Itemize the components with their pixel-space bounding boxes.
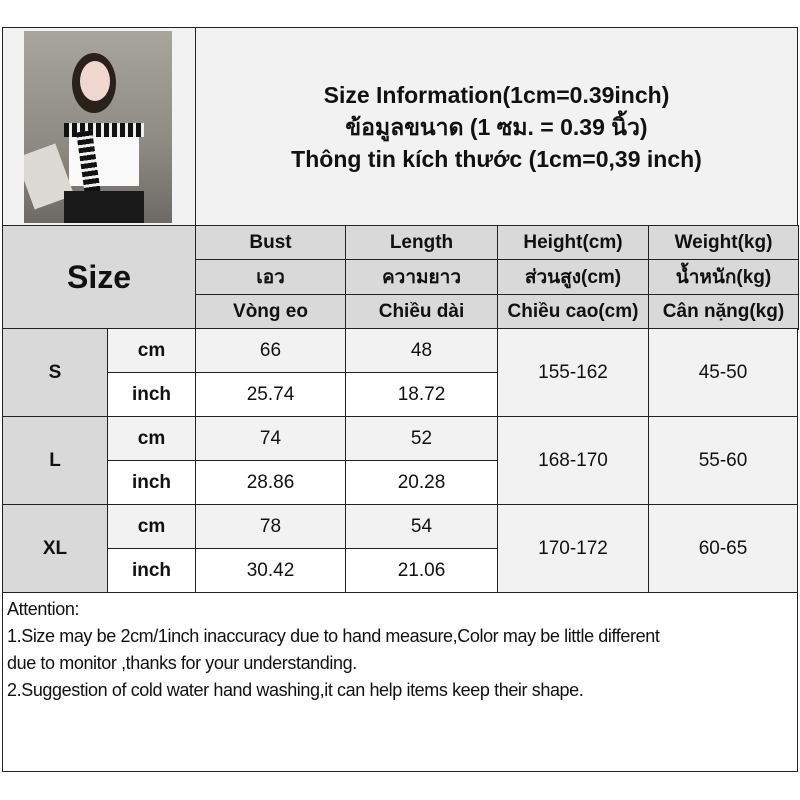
unit-label-inch: inch xyxy=(107,460,196,505)
attention-heading: Attention: xyxy=(7,599,80,619)
bust-cm: 78 xyxy=(195,504,346,549)
height-range: 168-170 xyxy=(497,416,649,505)
length-inch: 20.28 xyxy=(345,460,498,505)
column-header-en: Bust xyxy=(195,225,346,260)
size-header: Size xyxy=(2,225,196,329)
column-header-vi: Cân nặng(kg) xyxy=(648,294,799,330)
column-header-vi: Chiều dài xyxy=(345,294,498,330)
length-cm: 54 xyxy=(345,504,498,549)
column-header-en: Height(cm) xyxy=(497,225,649,260)
title-thai: ข้อมูลขนาด (1 ซม. = 0.39 นิ้ว) xyxy=(345,113,648,140)
column-header-en: Weight(kg) xyxy=(648,225,799,260)
unit-label-cm: cm xyxy=(107,416,196,461)
unit-label-inch: inch xyxy=(107,372,196,417)
bust-inch: 28.86 xyxy=(195,460,346,505)
size-label: XL xyxy=(2,504,108,593)
column-header-vi: Chiều cao(cm) xyxy=(497,294,649,330)
attention-line-2: due to monitor ,thanks for your understa… xyxy=(7,653,357,673)
weight-range: 45-50 xyxy=(648,328,798,417)
height-range: 155-162 xyxy=(497,328,649,417)
bust-inch: 30.42 xyxy=(195,548,346,593)
length-inch: 18.72 xyxy=(345,372,498,417)
weight-range: 60-65 xyxy=(648,504,798,593)
column-header-vi: Vòng eo xyxy=(195,294,346,330)
height-range: 170-172 xyxy=(497,504,649,593)
length-inch: 21.06 xyxy=(345,548,498,593)
title-cell: Size Information(1cm=0.39inch) ข้อมูลขนา… xyxy=(195,27,798,226)
bust-inch: 25.74 xyxy=(195,372,346,417)
unit-label-cm: cm xyxy=(107,328,196,373)
bust-cm: 66 xyxy=(195,328,346,373)
unit-label-inch: inch xyxy=(107,548,196,593)
attention-notes: Attention: 1.Size may be 2cm/1inch inacc… xyxy=(2,592,798,772)
column-header-th: ความยาว xyxy=(345,259,498,295)
size-label: L xyxy=(2,416,108,505)
length-cm: 48 xyxy=(345,328,498,373)
column-header-th: เอว xyxy=(195,259,346,295)
length-cm: 52 xyxy=(345,416,498,461)
unit-label-cm: cm xyxy=(107,504,196,549)
size-label: S xyxy=(2,328,108,417)
title-english: Size Information(1cm=0.39inch) xyxy=(323,81,670,108)
weight-range: 55-60 xyxy=(648,416,798,505)
title-vietnamese: Thông tin kích thước (1cm=0,39 inch) xyxy=(291,145,702,172)
column-header-th: น้ำหนัก(kg) xyxy=(648,259,799,295)
product-photo xyxy=(24,31,172,223)
attention-line-1: 1.Size may be 2cm/1inch inaccuracy due t… xyxy=(7,626,660,646)
column-header-th: ส่วนสูง(cm) xyxy=(497,259,649,295)
column-header-en: Length xyxy=(345,225,498,260)
attention-line-3: 2.Suggestion of cold water hand washing,… xyxy=(7,680,584,700)
bust-cm: 74 xyxy=(195,416,346,461)
